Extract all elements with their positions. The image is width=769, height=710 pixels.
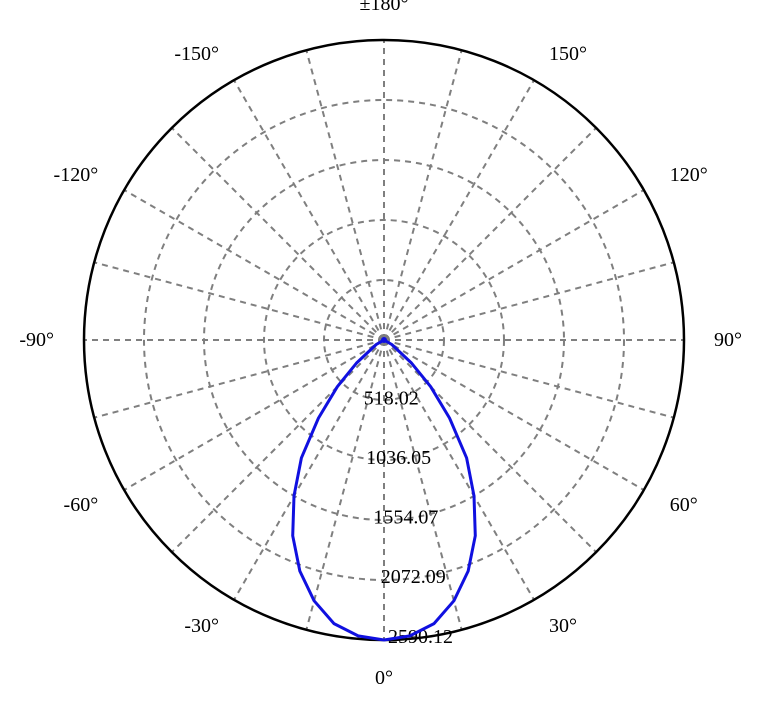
angle-tick-label: -150°	[174, 43, 219, 65]
angle-tick-label: -90°	[19, 329, 54, 351]
angle-tick-label: -60°	[64, 494, 99, 516]
radial-tick-label: 2072.09	[381, 566, 446, 588]
angle-tick-label: -120°	[54, 164, 99, 186]
radial-tick-label: 518.02	[364, 388, 419, 410]
angle-tick-label: ±180°	[360, 0, 409, 15]
angle-tick-label: 30°	[549, 615, 577, 637]
polar-chart: 518.021036.051554.072072.092590.120°30°6…	[0, 0, 769, 710]
angle-tick-label: 90°	[714, 329, 742, 351]
radial-tick-label: 1036.05	[366, 447, 431, 469]
angle-tick-label: 0°	[375, 667, 393, 689]
angle-tick-label: 120°	[670, 164, 708, 186]
radial-tick-label: 1554.07	[373, 507, 438, 529]
series-origin	[381, 337, 387, 343]
angle-tick-label: -30°	[184, 615, 219, 637]
angle-tick-label: 150°	[549, 43, 587, 65]
angle-tick-label: 60°	[670, 494, 698, 516]
